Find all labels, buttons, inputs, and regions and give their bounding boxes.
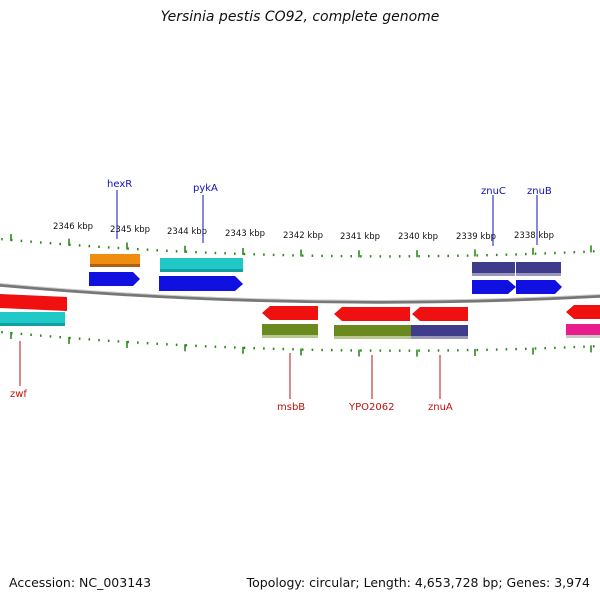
cds-arrow-znuC[interactable] — [472, 280, 516, 294]
gene-label-zwf[interactable]: zwf — [10, 389, 27, 400]
ruler-label: 2342 kbp — [283, 231, 323, 241]
cds-arrow-zwf[interactable] — [0, 294, 67, 311]
ruler-label: 2340 kbp — [398, 232, 438, 242]
feature-olive[interactable] — [334, 325, 411, 336]
forward-gene-labels: hexR pykA znuC znuB — [107, 179, 552, 246]
feature-cyan[interactable] — [160, 258, 243, 269]
map-title: Yersinia pestis CO92, complete genome — [160, 9, 440, 25]
ruler-label: 2343 kbp — [225, 229, 265, 239]
cds-arrow-pykA[interactable] — [159, 276, 243, 291]
ruler-label: 2345 kbp — [110, 225, 150, 235]
position-ruler: 2346 kbp 2345 kbp 2344 kbp 2343 kbp 2342… — [53, 222, 554, 242]
forward-features — [89, 254, 562, 294]
cds-arrow-YPO2062[interactable] — [334, 307, 410, 321]
feature-olive[interactable] — [262, 324, 318, 335]
feature-slate[interactable] — [411, 325, 468, 336]
gene-label-msbB[interactable]: msbB — [277, 402, 305, 413]
genome-summary-text: Topology: circular; Length: 4,653,728 bp… — [246, 575, 590, 590]
feature-orange[interactable] — [90, 254, 140, 264]
outer-tick-ring — [1, 234, 595, 258]
ruler-label: 2338 kbp — [514, 231, 554, 241]
accession-text: Accession: NC_003143 — [9, 575, 152, 590]
feature-magenta[interactable] — [566, 324, 600, 335]
ruler-label: 2346 kbp — [53, 222, 93, 232]
ruler-label: 2341 kbp — [340, 232, 380, 242]
cds-arrow-hexR[interactable] — [89, 272, 140, 286]
reverse-features — [0, 294, 600, 339]
feature-slate[interactable] — [516, 262, 561, 273]
gene-label-YPO2062[interactable]: YPO2062 — [348, 402, 394, 413]
gene-label-znuB[interactable]: znuB — [527, 186, 552, 197]
ruler-label: 2344 kbp — [167, 227, 207, 237]
cds-arrow-red-right[interactable] — [566, 305, 600, 319]
ruler-label: 2339 kbp — [456, 232, 496, 242]
gene-label-znuA[interactable]: znuA — [428, 402, 453, 413]
feature-slate[interactable] — [472, 262, 515, 273]
cds-arrow-znuA[interactable] — [412, 307, 468, 321]
gene-label-pykA[interactable]: pykA — [193, 183, 218, 194]
cds-arrow-msbB[interactable] — [262, 306, 318, 320]
gene-label-hexR[interactable]: hexR — [107, 179, 132, 190]
inner-tick-ring — [1, 331, 595, 357]
feature-cyan[interactable] — [0, 312, 65, 323]
cds-arrow-znuB[interactable] — [516, 280, 562, 294]
gene-label-znuC[interactable]: znuC — [481, 186, 506, 197]
reverse-gene-labels: zwf msbB YPO2062 znuA — [10, 341, 453, 413]
genome-backbone — [0, 283, 600, 304]
